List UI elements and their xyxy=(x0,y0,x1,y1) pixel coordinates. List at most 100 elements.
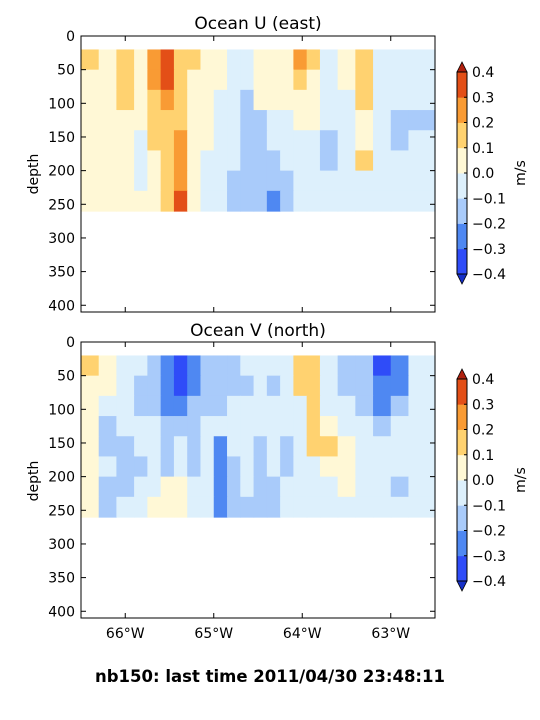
heatmap-cell xyxy=(390,416,410,437)
colorbar-over-arrow xyxy=(456,368,468,380)
heatmap-cell xyxy=(200,395,215,417)
heatmap-u xyxy=(81,49,436,212)
heatmap-cell xyxy=(200,69,215,91)
heatmap-cell xyxy=(81,49,100,71)
heatmap-cell xyxy=(147,69,162,91)
y-tick-label: 50 xyxy=(57,369,75,385)
heatmap-cell xyxy=(173,69,188,91)
heatmap-cell xyxy=(319,355,339,377)
heatmap-cell xyxy=(98,456,117,478)
heatmap-cell xyxy=(173,496,188,518)
colorbar-v: 0.4 0.3 0.2 0.1 0.0 −0.1 −0.2 −0.3 −0.4 m/s xyxy=(456,368,529,592)
heatmap-cell xyxy=(253,355,268,377)
heatmap-cell xyxy=(306,375,321,397)
heatmap-cell xyxy=(293,130,308,152)
heatmap-cell xyxy=(253,190,268,212)
heatmap-cell xyxy=(319,110,339,131)
heatmap-cell xyxy=(355,416,374,437)
heatmap-cell xyxy=(408,170,436,192)
heatmap-cell xyxy=(280,375,295,397)
y-tick-label: 350 xyxy=(48,571,75,587)
colorbar-swatch xyxy=(457,72,467,98)
heatmap-cell xyxy=(355,69,374,91)
heatmap-cell xyxy=(134,89,148,111)
colorbar-tick-label: 0.0 xyxy=(472,473,494,489)
heatmap-cell xyxy=(227,375,241,397)
heatmap-cell xyxy=(373,110,392,131)
heatmap-cell xyxy=(187,456,202,478)
heatmap-cell xyxy=(266,110,281,131)
heatmap-cell xyxy=(240,416,255,437)
y-tick-label: 250 xyxy=(48,197,75,213)
heatmap-cell xyxy=(187,375,202,397)
heatmap-cell xyxy=(240,456,255,478)
heatmap-cell xyxy=(280,456,295,478)
heatmap-cell xyxy=(200,375,215,397)
heatmap-cell xyxy=(373,69,392,91)
heatmap-cell xyxy=(147,49,162,71)
heatmap-cell xyxy=(173,49,188,71)
heatmap-cell xyxy=(147,150,162,172)
heatmap-cell xyxy=(147,456,162,478)
heatmap-cell xyxy=(160,496,175,518)
heatmap-cell xyxy=(373,456,392,478)
heatmap-cell xyxy=(200,476,215,498)
heatmap-cell xyxy=(280,416,295,437)
heatmap-cell xyxy=(240,150,255,172)
heatmap-cell xyxy=(306,49,321,71)
heatmap-cell xyxy=(98,496,117,518)
heatmap-cell xyxy=(390,190,410,212)
heatmap-cell xyxy=(240,49,255,71)
heatmap-cell xyxy=(173,170,188,192)
heatmap-cell xyxy=(280,436,295,458)
heatmap-cell xyxy=(390,49,410,71)
heatmap-cell xyxy=(266,476,281,498)
heatmap-cell xyxy=(227,476,241,498)
heatmap-cell xyxy=(134,170,148,192)
heatmap-cell xyxy=(408,190,436,212)
heatmap-cell xyxy=(81,476,100,498)
heatmap-cell xyxy=(227,130,241,152)
heatmap-cell xyxy=(147,476,162,498)
heatmap-cell xyxy=(213,110,228,131)
heatmap-cell xyxy=(293,395,308,417)
heatmap-cell xyxy=(147,110,162,131)
heatmap-cell xyxy=(355,110,374,131)
heatmap-cell xyxy=(337,49,356,71)
heatmap-cell xyxy=(187,395,202,417)
heatmap-cell xyxy=(240,395,255,417)
heatmap-cell xyxy=(293,355,308,377)
colorbar-swatch xyxy=(457,147,467,174)
heatmap-cell xyxy=(306,130,321,152)
heatmap-cell xyxy=(187,89,202,111)
heatmap-cell xyxy=(408,355,436,377)
ylabel-v: depth xyxy=(26,461,42,502)
heatmap-cell xyxy=(355,89,374,111)
heatmap-cell xyxy=(280,110,295,131)
heatmap-cell xyxy=(390,456,410,478)
colorbar-tick-label: 0.2 xyxy=(472,423,494,439)
heatmap-cell xyxy=(337,375,356,397)
heatmap-cell xyxy=(253,476,268,498)
heatmap-cell xyxy=(147,395,162,417)
heatmap-cell xyxy=(240,170,255,192)
heatmap-cell xyxy=(81,416,100,437)
heatmap-cell xyxy=(337,496,356,518)
heatmap-cell xyxy=(160,456,175,478)
heatmap-cell xyxy=(355,476,374,498)
heatmap-cell xyxy=(213,49,228,71)
axis-ticks-v: 0 50 100 150 200 250 300 350 400 66°W 65°W 64°W 63°W xyxy=(48,335,435,642)
heatmap-cell xyxy=(280,496,295,518)
heatmap-cell xyxy=(227,110,241,131)
y-tick-label: 0 xyxy=(66,335,75,351)
heatmap-cell xyxy=(200,130,215,152)
heatmap-cell xyxy=(373,190,392,212)
heatmap-cell xyxy=(173,416,188,437)
heatmap-cell xyxy=(81,170,100,192)
heatmap-cell xyxy=(227,395,241,417)
heatmap-cell xyxy=(266,416,281,437)
heatmap-cell xyxy=(390,436,410,458)
heatmap-cell xyxy=(355,170,374,192)
heatmap-cell xyxy=(227,69,241,91)
heatmap-cell xyxy=(81,190,100,212)
